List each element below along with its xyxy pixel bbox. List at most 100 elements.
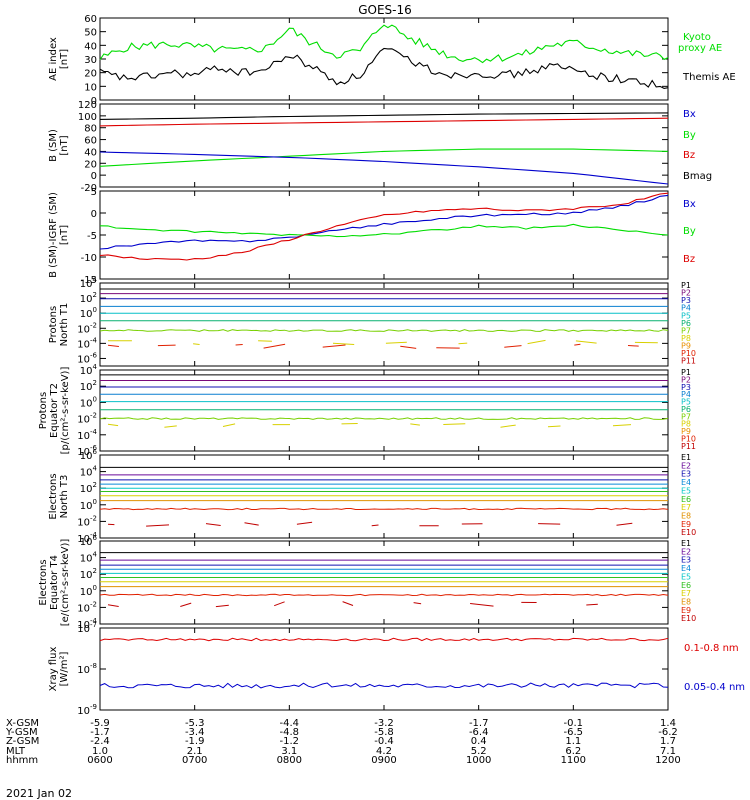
panel-xray: 10-9 10-8 10-7 Xray flux [W/m²] 0.1-0.8 nm 0.0…	[48, 621, 745, 717]
ephemeris-cell: 0900	[371, 755, 396, 766]
y-axis-label: [p/(cm²-s-sr-keV)]	[60, 367, 71, 455]
legend-entry: E1	[681, 453, 691, 462]
y-axis-label: Xray flux	[48, 647, 59, 692]
y-tick-exponent: -4	[90, 428, 98, 436]
legend-entry: P7	[681, 326, 691, 335]
y-tick-exponent: 4	[93, 551, 98, 559]
series-segment	[575, 340, 597, 344]
y-tick-exponent: 2	[93, 291, 97, 299]
series-segment	[547, 425, 561, 428]
legend: Bx By Bz Bmag	[683, 109, 712, 182]
y-tick-label: -20	[81, 183, 97, 194]
y-tick-label: 20	[84, 159, 97, 170]
series-segment	[263, 343, 286, 349]
series-segment	[215, 604, 229, 608]
ephemeris-cell: -5.8	[374, 727, 394, 738]
ephemeris-cell: -4.8	[280, 727, 300, 738]
y-tick-exponent: 2	[93, 481, 97, 489]
legend-entry: P2	[681, 375, 691, 384]
legend-entry: P4	[681, 304, 691, 313]
y-axis-label: [e/(cm²-s-sr-keV)]	[60, 539, 71, 627]
series-segment	[400, 345, 417, 349]
series-p7	[99, 329, 669, 332]
y-tick-exponent: -9	[90, 703, 97, 711]
legend-entry: Bx	[683, 109, 696, 120]
y-tick-exponent: 0	[93, 306, 97, 314]
series-segment	[458, 342, 468, 345]
series-segment	[244, 522, 259, 526]
legend-entry: E5	[681, 572, 691, 581]
series-segment	[470, 603, 494, 607]
y-tick-label: 0	[91, 209, 97, 220]
series-0-05-0-4-nm	[99, 682, 669, 689]
series-segment	[410, 423, 420, 426]
series-segment	[443, 423, 466, 425]
y-tick-label: 40	[84, 147, 97, 158]
y-tick-label: 10-2	[77, 514, 97, 528]
y-tick-label: 106	[80, 448, 98, 462]
legend-entry: P9	[681, 427, 691, 436]
y-axis-label: North T1	[59, 303, 70, 347]
ephemeris-cell: 1000	[466, 755, 491, 766]
y-axis-label: B (SM)-IGRF (SM)	[48, 192, 59, 278]
ephemeris-cell: 5.2	[471, 746, 487, 757]
y-axis-label: [nT]	[59, 225, 70, 245]
ephemeris-cell: 1.0	[92, 746, 108, 757]
y-tick-label: 100	[80, 395, 97, 409]
series-segment	[107, 344, 119, 347]
legend-entry: P5	[681, 311, 691, 320]
y-tick-label: 50	[84, 28, 97, 39]
ephemeris-cell: -1.2	[280, 736, 300, 747]
series-bz	[99, 117, 669, 127]
series-segment	[413, 602, 422, 605]
y-tick-label: 102	[80, 379, 97, 393]
y-tick-exponent: -2	[90, 514, 97, 522]
ephemeris-cell: -6.5	[564, 727, 584, 738]
series-e10	[107, 521, 633, 527]
ephemeris-cell: -6.2	[658, 727, 678, 738]
y-tick-label: 10-4	[77, 336, 97, 350]
y-axis-label: Electrons	[38, 559, 49, 605]
ephemeris-cell: 1100	[561, 755, 586, 766]
series-segment	[274, 601, 285, 607]
ephemeris-row-label: Z-GSM	[6, 736, 39, 747]
y-tick-exponent: 6	[93, 448, 98, 456]
y-axis-label: Protons	[48, 306, 59, 343]
legend-entry: Bmag	[683, 171, 712, 182]
legend-entry: E9	[681, 606, 691, 615]
legend-entry: 0.05-0.4 nm	[684, 682, 745, 693]
series-p8	[107, 339, 658, 345]
legend-entry: P10	[681, 434, 696, 443]
y-axis-label: North T3	[59, 475, 70, 519]
y-tick-label: 10-8	[77, 662, 97, 676]
series-segment	[371, 524, 379, 527]
legend-entry: proxy AE	[678, 43, 722, 54]
series-0-1-0-8-nm	[99, 637, 669, 642]
ephemeris-row-label: MLT	[6, 746, 26, 757]
y-tick-label: 10-4	[77, 428, 97, 442]
series-segment	[586, 603, 598, 606]
panel-frame	[99, 369, 669, 452]
y-tick-label: -15	[81, 275, 97, 286]
series-segment	[296, 521, 313, 525]
ephemeris-cell: 6.2	[565, 746, 581, 757]
legend-entry: E7	[681, 503, 691, 512]
panel-b-igrf: -15 -10 -5 0 5 B (SM)-IGRF (SM) [nT] Bx By Bz	[48, 187, 696, 286]
y-axis-label: Protons	[38, 392, 49, 429]
y-tick-label: 10-2	[77, 412, 97, 426]
ephemeris-cell: 0700	[182, 755, 207, 766]
y-tick-exponent: 2	[93, 567, 97, 575]
legend-entry: E9	[681, 520, 691, 529]
legend-entry: P4	[681, 390, 691, 399]
y-tick-label: 10-7	[77, 621, 97, 635]
legend-entry: E2	[681, 547, 691, 556]
legend-entry: P7	[681, 412, 691, 421]
y-tick-label: 106	[80, 534, 98, 548]
series-kyoto-proxy-ae	[99, 24, 669, 64]
plot-title: GOES-16	[358, 3, 412, 17]
legend-entry: E8	[681, 598, 691, 607]
legend-entry: E1	[681, 539, 691, 548]
